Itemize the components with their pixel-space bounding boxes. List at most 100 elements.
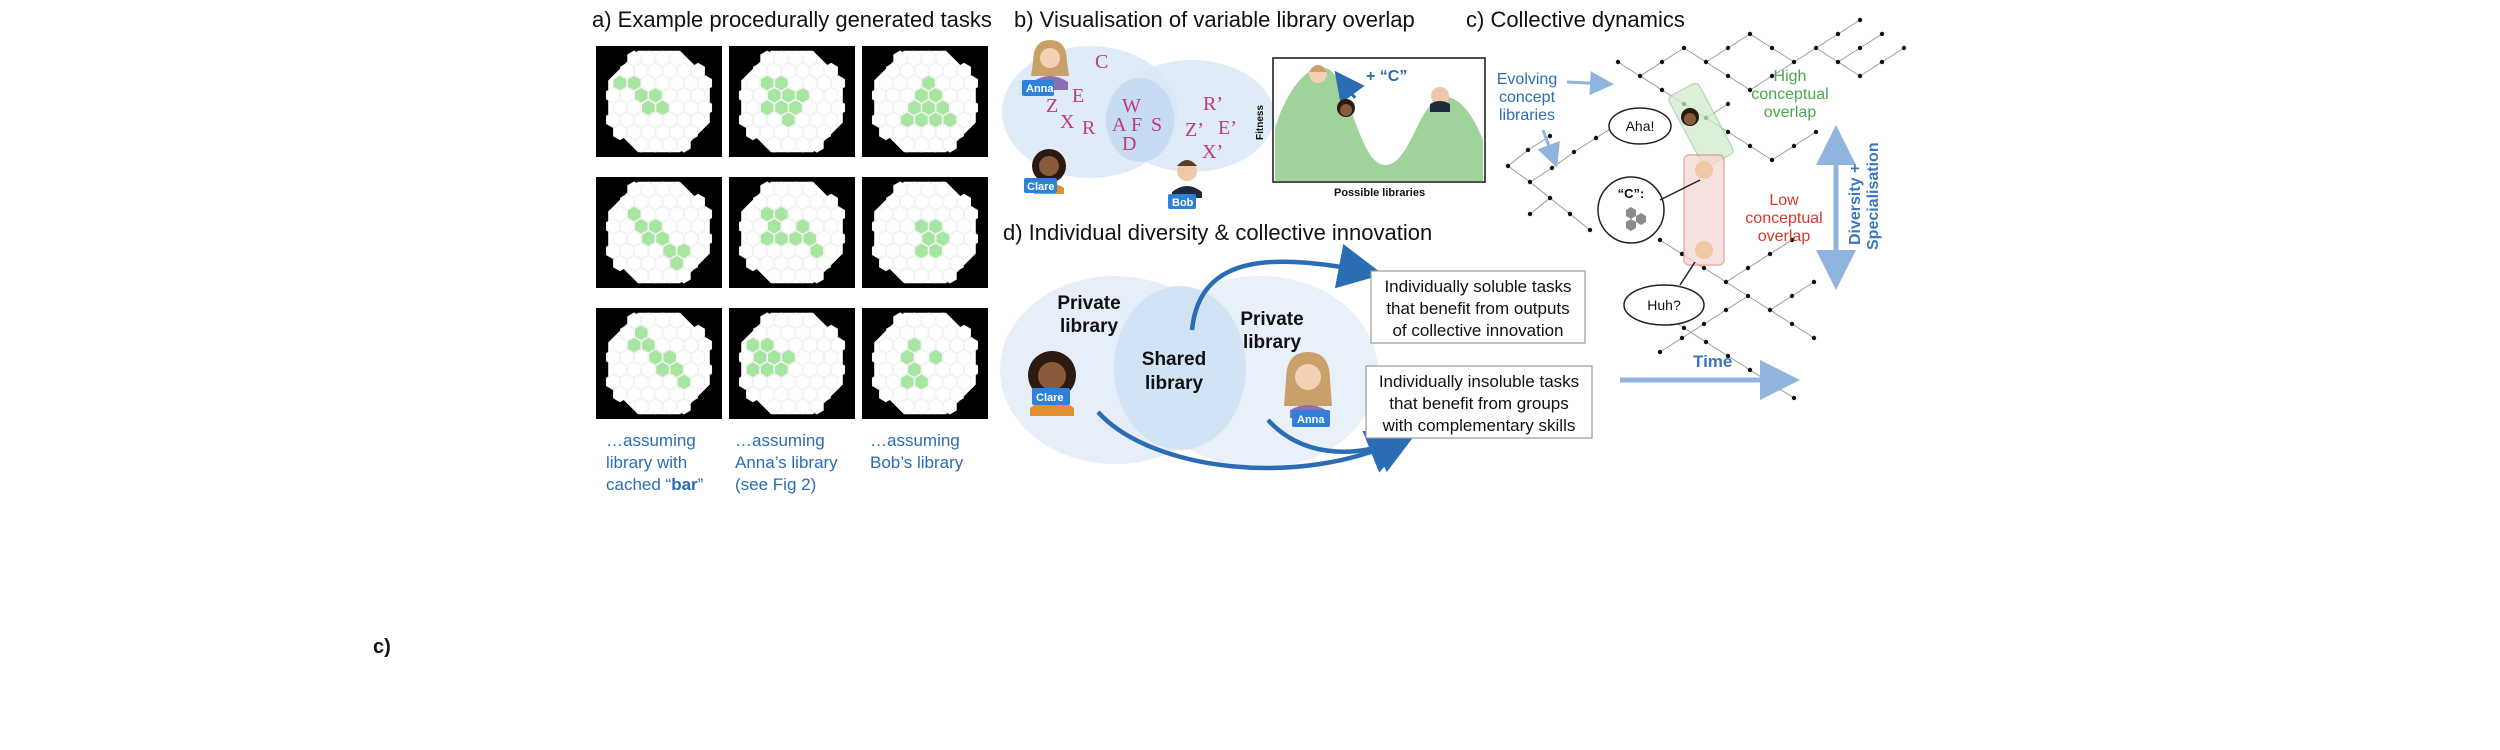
hex-filled bbox=[760, 75, 775, 92]
hex-empty bbox=[893, 181, 908, 198]
hex-empty bbox=[935, 386, 950, 403]
hex-empty bbox=[886, 218, 900, 235]
panel-d: d) Individual diversity & collective inn… bbox=[1000, 220, 1593, 473]
tree-edge bbox=[1727, 355, 1751, 371]
tree-node bbox=[1769, 45, 1775, 51]
huh-label: Huh? bbox=[1647, 297, 1681, 313]
hex-empty bbox=[641, 205, 656, 223]
hex-empty bbox=[767, 267, 782, 284]
hex-empty bbox=[942, 193, 957, 210]
hex-empty bbox=[957, 111, 971, 128]
hex-empty bbox=[802, 386, 817, 403]
tree-node bbox=[1791, 59, 1797, 65]
hex-empty bbox=[893, 99, 908, 116]
hex-empty bbox=[669, 75, 684, 92]
hex-empty bbox=[738, 111, 753, 128]
tree-node bbox=[1681, 325, 1687, 331]
tree-node bbox=[1659, 87, 1665, 93]
hex-filled bbox=[907, 336, 922, 354]
hex-empty bbox=[817, 361, 831, 378]
hex-empty bbox=[879, 336, 893, 354]
hex-empty bbox=[886, 349, 900, 366]
task-tile bbox=[862, 308, 988, 419]
tree-edge bbox=[1705, 61, 1729, 77]
hex-empty bbox=[795, 349, 810, 366]
hex-empty bbox=[935, 361, 950, 378]
hex-filled bbox=[809, 242, 824, 260]
hex-empty bbox=[634, 62, 649, 79]
huh-bubble-tail bbox=[1679, 261, 1696, 286]
hex-empty bbox=[738, 87, 753, 104]
hex-empty bbox=[900, 398, 915, 415]
hex-empty bbox=[634, 242, 649, 260]
hex-empty bbox=[950, 255, 964, 272]
task-tile bbox=[862, 177, 988, 288]
hex-filled bbox=[928, 242, 943, 260]
hex-empty bbox=[684, 124, 698, 141]
hex-empty bbox=[746, 255, 760, 272]
hex-empty bbox=[676, 324, 691, 341]
tree-node bbox=[1725, 101, 1731, 107]
hex-empty bbox=[698, 336, 713, 354]
panel-a: a) Example procedurally generated tasks … bbox=[592, 7, 992, 494]
tree-node bbox=[1723, 279, 1729, 285]
hex-filled bbox=[781, 349, 796, 366]
letter-z-prime: Z’ bbox=[1185, 119, 1204, 141]
hex-filled bbox=[634, 324, 649, 341]
hex-empty bbox=[788, 50, 803, 67]
hex-empty bbox=[795, 373, 810, 391]
letter-x-prime: X’ bbox=[1202, 141, 1223, 163]
tree-edge bbox=[1617, 61, 1641, 77]
hex-empty bbox=[620, 373, 634, 391]
private-right-line1: Private bbox=[1240, 309, 1303, 330]
hex-empty bbox=[886, 111, 900, 128]
bob-label: Bob bbox=[1172, 197, 1194, 209]
hex-empty bbox=[809, 136, 824, 153]
tree-node bbox=[1505, 163, 1511, 169]
hex-empty bbox=[641, 75, 656, 92]
hex-empty bbox=[781, 218, 796, 235]
hex-empty bbox=[957, 373, 971, 391]
hex-empty bbox=[760, 312, 775, 329]
hex-filled bbox=[788, 230, 803, 247]
hex-empty bbox=[676, 398, 691, 415]
hex-empty bbox=[809, 193, 824, 210]
hex-filled bbox=[774, 361, 789, 378]
hex-empty bbox=[914, 193, 929, 210]
time-label: Time bbox=[1693, 352, 1732, 371]
tree-node bbox=[1527, 179, 1533, 185]
hex-empty bbox=[781, 267, 796, 284]
hex-filled bbox=[641, 336, 656, 354]
task-tile bbox=[729, 46, 855, 157]
hex-empty bbox=[893, 386, 908, 403]
tree-node bbox=[1747, 31, 1753, 37]
caption-1-line3: cached “bar” bbox=[606, 475, 704, 494]
hex-filled bbox=[760, 205, 775, 223]
hex-empty bbox=[831, 99, 846, 116]
hex-empty bbox=[935, 312, 950, 329]
hex-empty bbox=[691, 87, 705, 104]
panel-c: c) Collective dynamics Evolving concept … bbox=[1466, 7, 1907, 401]
hex-empty bbox=[893, 312, 908, 329]
hex-empty bbox=[831, 230, 846, 247]
hex-empty bbox=[817, 99, 831, 116]
hex-empty bbox=[893, 336, 908, 354]
hex-empty bbox=[871, 218, 886, 235]
hex-empty bbox=[655, 336, 670, 354]
hex-filled bbox=[648, 349, 663, 366]
hex-empty bbox=[907, 50, 922, 67]
tree-node bbox=[1791, 143, 1797, 149]
hex-empty bbox=[746, 230, 760, 247]
hex-empty bbox=[753, 242, 767, 260]
hex-filled bbox=[928, 87, 943, 104]
hex-empty bbox=[886, 87, 900, 104]
tree-edge bbox=[1639, 75, 1663, 91]
hex-empty bbox=[921, 361, 936, 378]
tree-edge bbox=[1815, 33, 1839, 49]
fitness-curve bbox=[1275, 67, 1483, 181]
hex-empty bbox=[817, 336, 831, 354]
hex-empty bbox=[957, 218, 971, 235]
tree-node bbox=[1811, 279, 1817, 285]
hex-empty bbox=[669, 181, 684, 198]
hex-empty bbox=[871, 373, 886, 391]
